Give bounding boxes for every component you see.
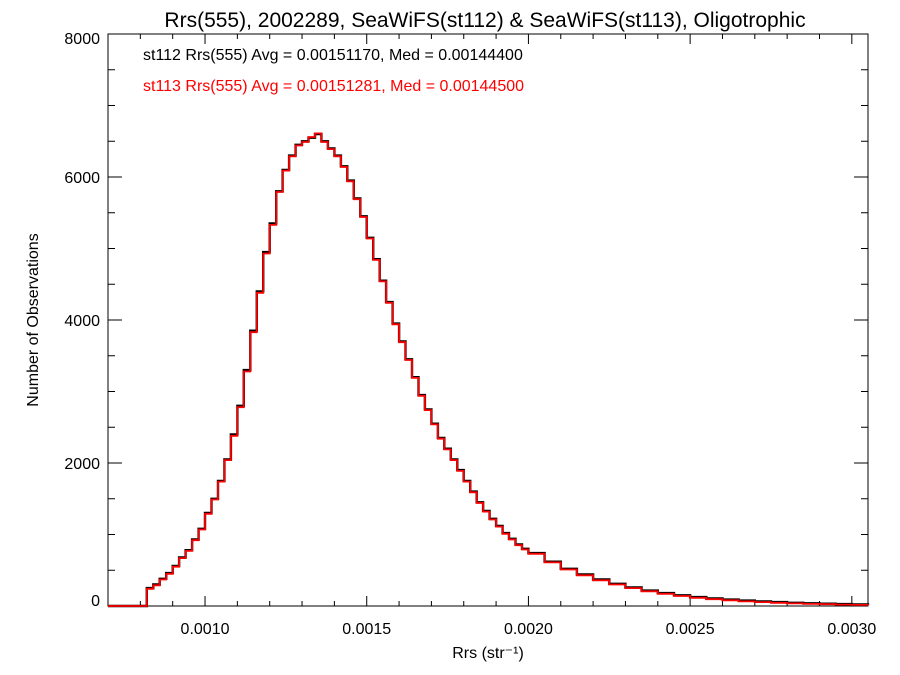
x-tick-label: 0.0015 bbox=[342, 621, 391, 638]
legend-entry-st112: st112 Rrs(555) Avg = 0.00151170, Med = 0… bbox=[143, 47, 523, 64]
axes: 0.0010 0.0015 0.0020 0.0025 0.0030 0 2000 4000 6… bbox=[64, 31, 876, 638]
y-tick-label: 6000 bbox=[64, 170, 100, 187]
x-axis-label: Rrs (str⁻¹) bbox=[452, 645, 524, 662]
series-layer bbox=[108, 132, 870, 608]
x-tick-label: 0.0010 bbox=[181, 621, 230, 638]
y-tick-label: 2000 bbox=[64, 456, 100, 473]
y-tick-label: 8000 bbox=[64, 31, 100, 48]
chart-title: Rrs(555), 2002289, SeaWiFS(st112) & SeaW… bbox=[164, 9, 805, 32]
x-tick-label: 0.0030 bbox=[827, 621, 876, 638]
legend-entry-st113: st113 Rrs(555) Avg = 0.00151281, Med = 0… bbox=[143, 78, 524, 95]
x-tick-label: 0.0020 bbox=[504, 621, 553, 638]
series-line-st112 bbox=[108, 132, 870, 608]
series-line-st113 bbox=[108, 132, 869, 607]
y-axis-label: Number of Observations bbox=[25, 233, 42, 406]
x-tick-label: 0.0025 bbox=[666, 621, 715, 638]
y-tick-label: 0 bbox=[91, 593, 100, 610]
y-tick-label: 4000 bbox=[64, 313, 100, 330]
plot-frame bbox=[107, 33, 869, 607]
